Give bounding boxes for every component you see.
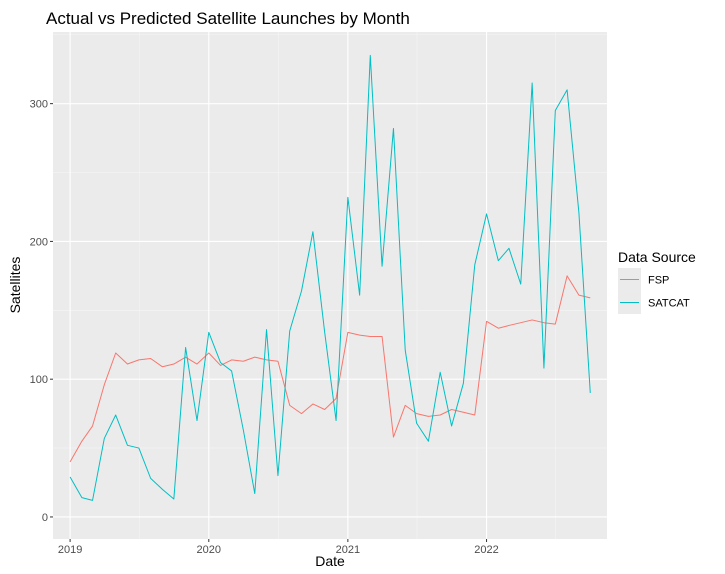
x-tick-label: 2019	[58, 544, 82, 556]
major-grid	[53, 32, 607, 539]
x-axis-title: Date	[315, 553, 345, 569]
y-axis-title: Satellites	[7, 257, 23, 314]
y-tick-label: 300	[30, 99, 48, 111]
y-axis: 0 100 200 300	[30, 99, 53, 524]
minor-grid	[53, 32, 607, 539]
y-tick-label: 100	[30, 374, 48, 386]
legend-title: Data Source	[618, 249, 696, 265]
legend: Data Source FSP SATCAT	[618, 249, 696, 314]
x-tick-label: 2021	[336, 544, 360, 556]
series-line-satcat	[69, 54, 591, 501]
x-axis: 2019 2020 2021 2022	[58, 539, 499, 556]
legend-label-satcat: SATCAT	[648, 298, 690, 310]
series-lines	[69, 54, 591, 501]
legend-label-fsp: FSP	[648, 275, 669, 287]
x-tick-label: 2020	[197, 544, 221, 556]
plot-panel	[53, 32, 607, 539]
y-tick-label: 200	[30, 236, 48, 248]
y-tick-label: 0	[42, 512, 48, 524]
series-line-fsp	[69, 275, 591, 463]
chart-title: Actual vs Predicted Satellite Launches b…	[46, 9, 410, 28]
x-tick-label: 2022	[474, 544, 498, 556]
